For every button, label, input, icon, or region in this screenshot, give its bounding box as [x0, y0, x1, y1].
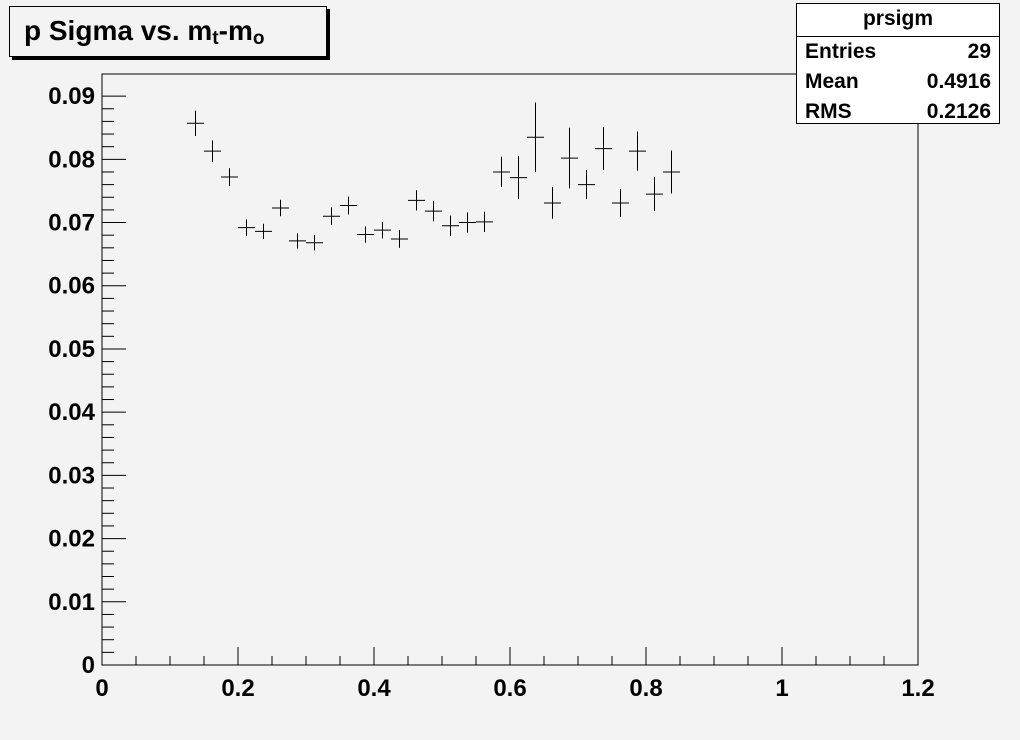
data-point	[340, 196, 357, 215]
data-point	[476, 211, 493, 233]
y-tick-label: 0.01	[48, 589, 95, 616]
data-point	[391, 230, 408, 248]
plot-title: p Sigma vs. mt-mo	[9, 6, 327, 57]
stats-box: prsigm Entries 29 Mean 0.4916 RMS 0.2126	[796, 3, 1000, 124]
x-tick-label: 0.8	[629, 675, 662, 702]
data-point	[595, 127, 612, 171]
x-tick-label: 0.2	[221, 675, 254, 702]
x-tick-label: 0.4	[357, 675, 391, 702]
data-point	[221, 168, 238, 186]
y-tick-label: 0	[82, 652, 95, 679]
data-point	[510, 156, 527, 200]
stats-row-mean: Mean 0.4916	[805, 70, 991, 93]
x-tick-label: 1.2	[901, 675, 934, 702]
y-tick-label: 0.08	[48, 146, 95, 173]
stats-row-rms: RMS 0.2126	[805, 100, 991, 123]
y-tick-label: 0.09	[48, 83, 95, 110]
data-point	[306, 235, 323, 251]
data-point	[493, 156, 510, 188]
plot-title-text: p Sigma vs. mt-mo	[24, 15, 265, 49]
x-tick-label: 0.6	[493, 675, 526, 702]
data-point	[323, 207, 340, 226]
y-tick-label: 0.02	[48, 526, 95, 553]
data-point	[289, 233, 306, 249]
y-tick-label: 0.05	[48, 336, 95, 363]
y-tick-label: 0.03	[48, 462, 95, 489]
data-point	[663, 150, 680, 194]
data-point	[612, 189, 629, 217]
data-point	[629, 131, 646, 171]
data-point	[527, 102, 544, 172]
y-tick-label: 0.07	[48, 210, 95, 237]
data-point	[204, 140, 221, 162]
data-point	[187, 110, 204, 136]
data-point	[578, 170, 595, 200]
data-point	[238, 219, 255, 236]
data-point	[255, 223, 272, 239]
data-point	[646, 177, 663, 212]
x-tick-label: 1	[775, 675, 788, 702]
data-point	[408, 190, 425, 211]
data-point	[374, 221, 391, 239]
data-points	[187, 102, 680, 251]
data-point	[561, 127, 578, 189]
data-point	[272, 199, 289, 217]
stats-name: prsigm	[797, 4, 999, 37]
data-point	[425, 201, 442, 222]
y-tick-label: 0.04	[48, 399, 95, 426]
plot-frame	[101, 73, 919, 666]
data-point	[357, 226, 374, 243]
y-tick-label: 0.06	[48, 273, 95, 300]
x-tick-label: 0	[95, 675, 108, 702]
data-point	[544, 187, 561, 219]
data-point	[459, 212, 476, 233]
data-point	[442, 215, 459, 236]
stats-row-entries: Entries 29	[805, 40, 991, 63]
axes: 0 0.2 0.4 0.6 0.8 1 1.2 0 0.01 0.02 0.03 0.04 0.05 0.…	[48, 83, 934, 702]
